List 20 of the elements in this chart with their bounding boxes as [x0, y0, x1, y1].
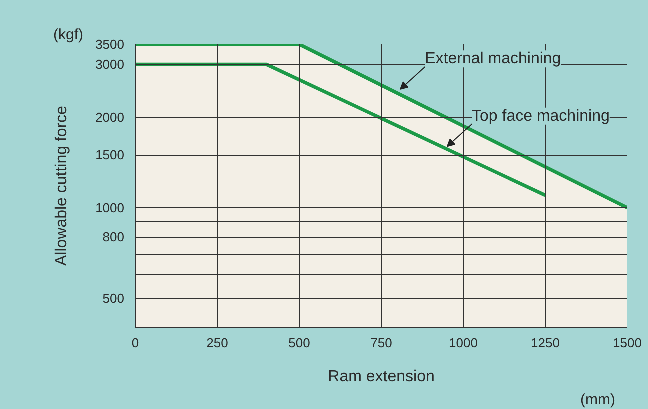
x-tick-label: 1500	[613, 336, 642, 350]
x-tick-label: 750	[370, 336, 392, 350]
y-tick-label: 3000	[96, 57, 124, 72]
y-tick-label: 800	[102, 230, 125, 245]
y-tick-label: 500	[102, 290, 125, 306]
y-axis-title: Allowable cutting force	[54, 106, 71, 266]
y-tick-label: 2000	[96, 110, 124, 126]
y-tick-label: 1000	[96, 200, 124, 216]
x-tick-label: 1250	[531, 336, 560, 350]
y-tick-label: 1500	[96, 148, 124, 163]
x-axis-title: Ram extension	[328, 368, 435, 386]
y-tick-label: 3500	[96, 37, 124, 52]
annotation: Top face machining	[472, 108, 610, 125]
text: (kgf)	[54, 26, 84, 44]
x-tick-label: 0	[132, 336, 140, 350]
annotation: External machining	[425, 50, 562, 68]
x-tick-label: 250	[206, 336, 228, 350]
text: (mm)	[580, 392, 616, 408]
x-tick-label: 500	[288, 336, 310, 350]
x-tick-label: 1000	[449, 336, 478, 350]
